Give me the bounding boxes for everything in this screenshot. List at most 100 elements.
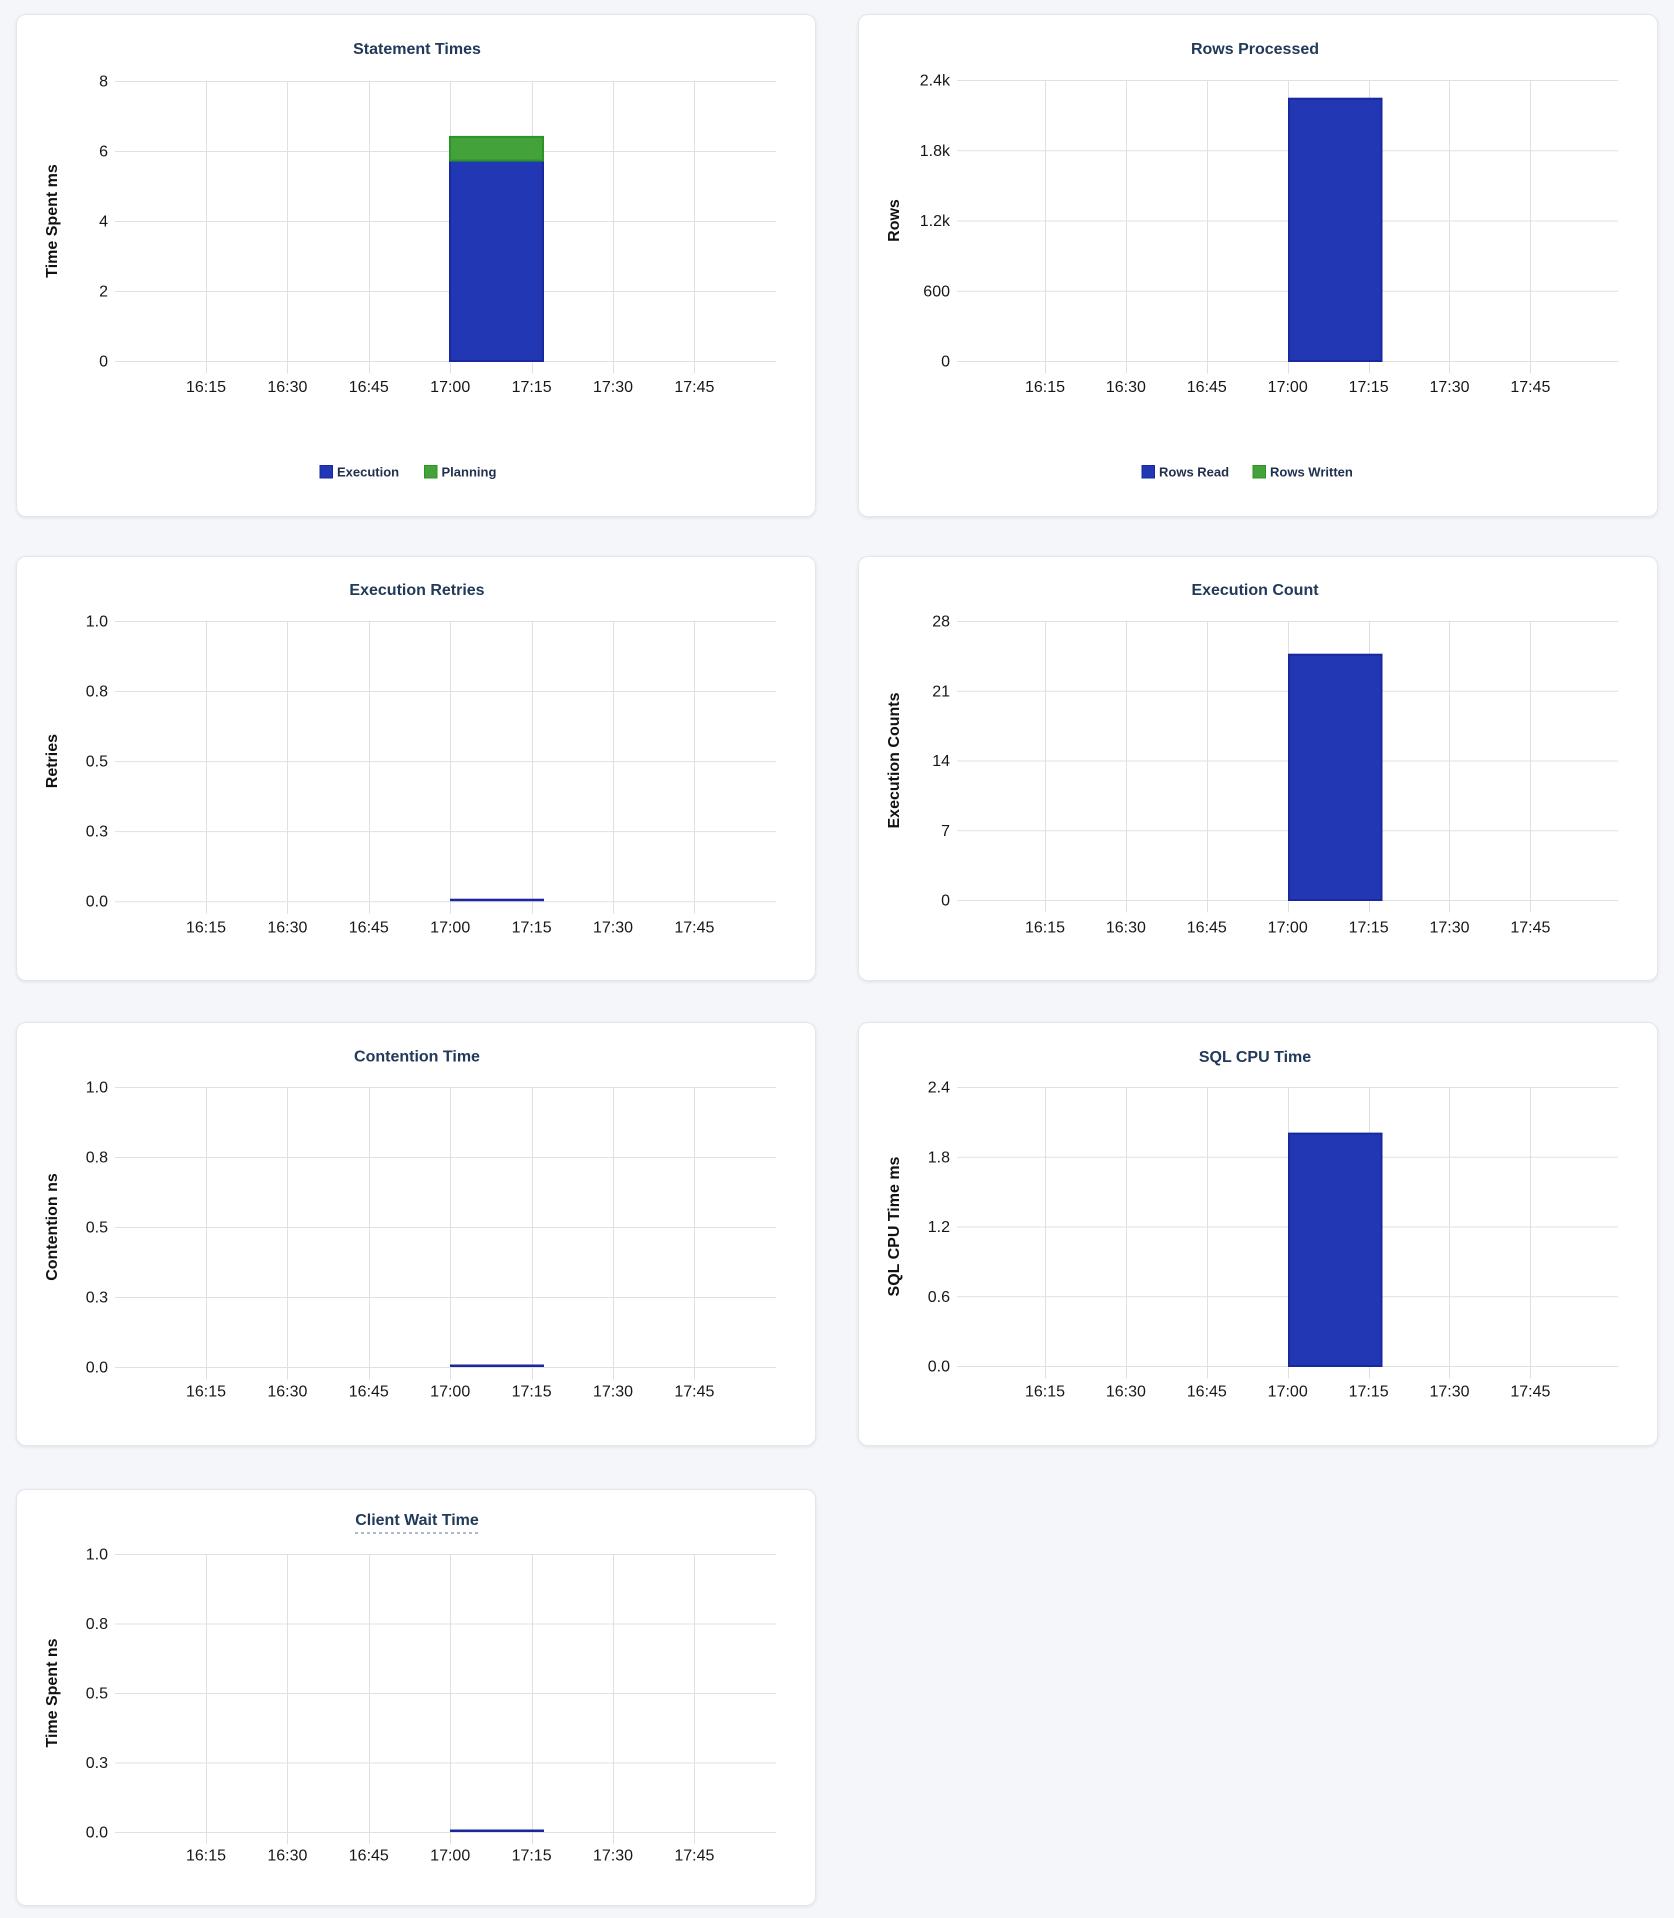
svg-text:Retries: Retries [44,734,61,788]
svg-text:16:45: 16:45 [1187,920,1227,937]
svg-text:0: 0 [99,354,108,371]
svg-text:7: 7 [941,823,950,840]
svg-text:16:30: 16:30 [1106,379,1146,396]
svg-text:17:30: 17:30 [593,379,633,396]
svg-text:16:30: 16:30 [267,1384,307,1401]
svg-text:1.8k: 1.8k [920,143,951,160]
svg-text:17:30: 17:30 [1429,920,1469,937]
svg-text:16:30: 16:30 [1106,920,1146,937]
svg-text:0.3: 0.3 [86,824,108,841]
svg-text:17:30: 17:30 [1429,379,1469,396]
svg-text:0.5: 0.5 [86,1220,108,1237]
svg-text:16:15: 16:15 [186,1384,226,1401]
svg-text:16:15: 16:15 [186,1848,226,1865]
svg-text:600: 600 [923,283,950,300]
svg-text:1.2k: 1.2k [920,213,951,230]
svg-text:16:45: 16:45 [1187,1384,1227,1401]
svg-text:17:30: 17:30 [593,1848,633,1865]
svg-text:21: 21 [932,683,950,700]
svg-text:0.8: 0.8 [86,684,108,701]
svg-text:Execution Count: Execution Count [1191,582,1319,599]
svg-text:17:15: 17:15 [1349,920,1389,937]
svg-text:17:15: 17:15 [1349,1384,1389,1401]
svg-text:2.4k: 2.4k [920,73,951,90]
svg-text:0.8: 0.8 [86,1616,108,1633]
svg-text:1.0: 1.0 [86,614,108,631]
svg-text:0.0: 0.0 [86,1825,108,1842]
svg-text:16:30: 16:30 [1106,1384,1146,1401]
svg-text:Rows Written: Rows Written [1270,465,1353,480]
svg-text:16:15: 16:15 [1025,920,1065,937]
svg-text:Rows Read: Rows Read [1159,465,1229,480]
svg-text:Execution Counts: Execution Counts [886,692,903,828]
svg-text:16:30: 16:30 [267,379,307,396]
svg-text:Planning: Planning [442,465,497,480]
svg-text:16:45: 16:45 [349,1848,389,1865]
svg-text:1.0: 1.0 [86,1547,108,1564]
svg-text:Contention ns: Contention ns [44,1173,61,1281]
svg-text:16:45: 16:45 [349,920,389,937]
svg-text:16:45: 16:45 [1187,379,1227,396]
svg-text:0.0: 0.0 [86,1360,108,1377]
svg-text:16:30: 16:30 [267,1848,307,1865]
svg-text:Time Spent ms: Time Spent ms [44,164,61,278]
svg-text:0.0: 0.0 [928,1359,950,1376]
svg-text:17:00: 17:00 [1268,920,1308,937]
svg-text:16:45: 16:45 [349,1384,389,1401]
svg-text:0.3: 0.3 [86,1290,108,1307]
svg-text:0: 0 [941,893,950,910]
svg-text:17:15: 17:15 [512,1384,552,1401]
svg-text:17:45: 17:45 [674,379,714,396]
svg-text:SQL CPU Time: SQL CPU Time [1199,1049,1311,1066]
svg-text:17:45: 17:45 [1510,379,1550,396]
svg-text:0.6: 0.6 [928,1289,950,1306]
svg-text:17:15: 17:15 [1349,379,1389,396]
svg-text:Time Spent ns: Time Spent ns [44,1638,61,1747]
svg-text:17:30: 17:30 [593,920,633,937]
svg-text:17:30: 17:30 [1429,1384,1469,1401]
svg-text:0.5: 0.5 [86,754,108,771]
svg-text:17:00: 17:00 [430,1384,470,1401]
svg-text:17:00: 17:00 [1268,1384,1308,1401]
svg-text:17:15: 17:15 [512,379,552,396]
svg-text:17:45: 17:45 [674,920,714,937]
svg-text:16:30: 16:30 [267,920,307,937]
svg-text:Execution: Execution [337,465,399,480]
svg-text:SQL CPU Time ms: SQL CPU Time ms [886,1156,903,1296]
svg-text:17:45: 17:45 [1510,920,1550,937]
svg-text:17:00: 17:00 [1268,379,1308,396]
svg-text:17:15: 17:15 [512,1848,552,1865]
svg-text:17:30: 17:30 [593,1384,633,1401]
svg-text:4: 4 [99,214,108,231]
svg-text:28: 28 [932,614,950,631]
svg-text:16:15: 16:15 [186,379,226,396]
svg-text:14: 14 [932,753,950,770]
svg-text:Rows Processed: Rows Processed [1191,41,1319,58]
svg-text:16:15: 16:15 [1025,379,1065,396]
svg-text:0.3: 0.3 [86,1755,108,1772]
svg-text:Rows: Rows [886,199,903,242]
svg-text:17:15: 17:15 [512,920,552,937]
svg-text:17:45: 17:45 [674,1848,714,1865]
svg-text:Statement Times: Statement Times [353,41,481,58]
svg-text:2: 2 [99,284,108,301]
svg-text:Execution Retries: Execution Retries [349,582,484,599]
svg-text:17:45: 17:45 [674,1384,714,1401]
svg-text:17:00: 17:00 [430,379,470,396]
svg-text:0: 0 [941,354,950,371]
svg-text:2.4: 2.4 [928,1080,950,1097]
svg-text:1.0: 1.0 [86,1080,108,1097]
svg-text:16:15: 16:15 [186,920,226,937]
svg-text:0.0: 0.0 [86,894,108,911]
svg-text:6: 6 [99,144,108,161]
svg-text:17:45: 17:45 [1510,1384,1550,1401]
svg-text:17:00: 17:00 [430,920,470,937]
svg-text:0.5: 0.5 [86,1686,108,1703]
svg-text:8: 8 [99,74,108,91]
svg-text:0.8: 0.8 [86,1150,108,1167]
svg-text:1.8: 1.8 [928,1149,950,1166]
svg-text:1.2: 1.2 [928,1219,950,1236]
svg-text:16:45: 16:45 [349,379,389,396]
svg-text:Client Wait Time: Client Wait Time [355,1512,479,1529]
svg-text:Contention Time: Contention Time [354,1049,480,1066]
